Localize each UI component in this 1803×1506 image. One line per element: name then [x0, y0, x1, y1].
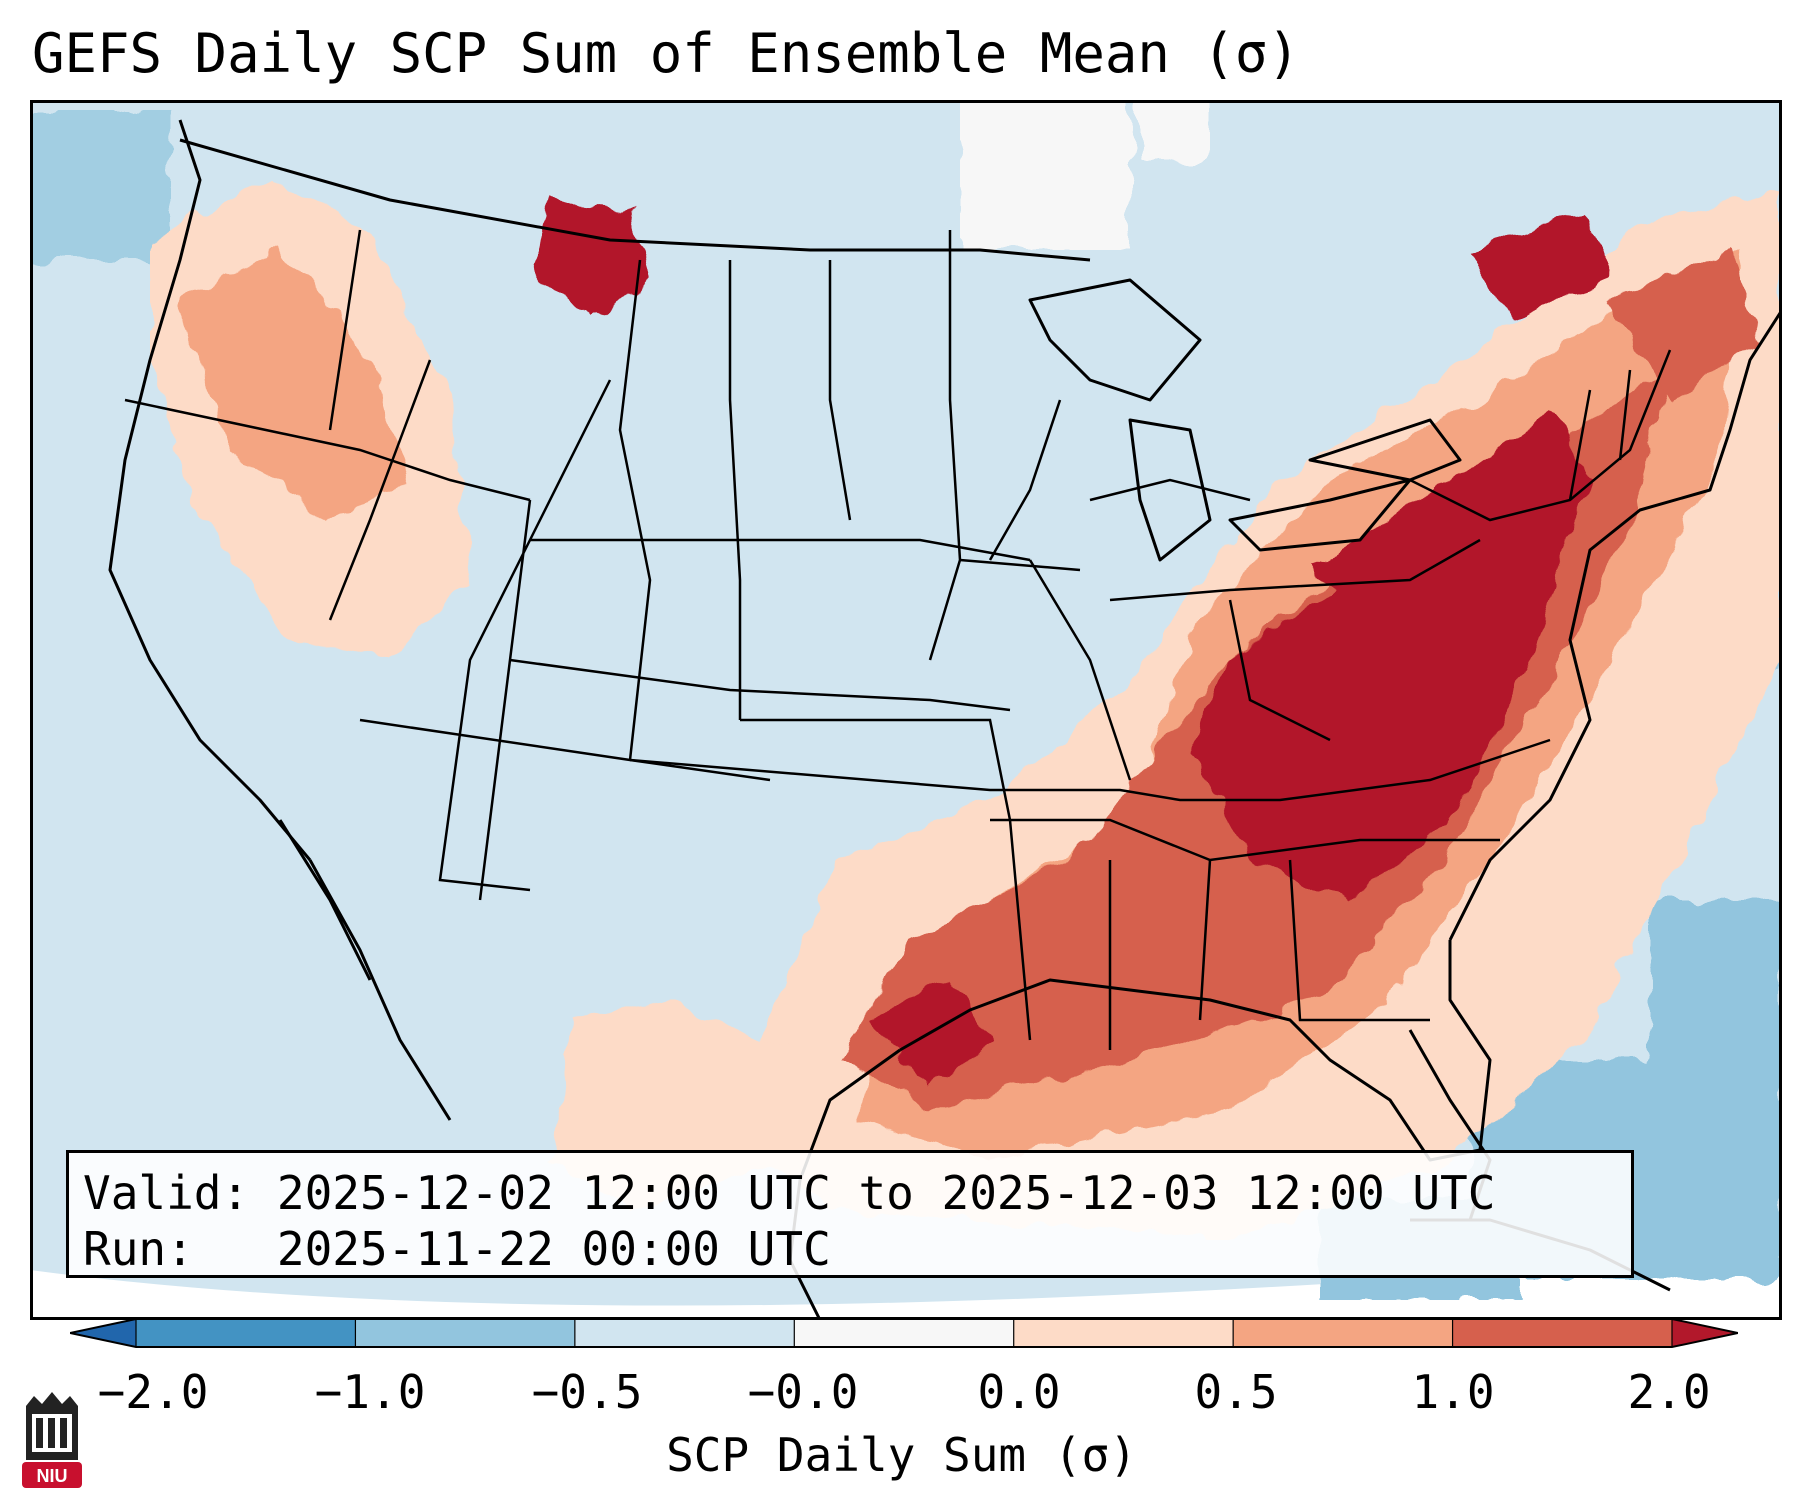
colorbar-tick-label: −0.5: [531, 1365, 643, 1419]
colorbar-tick-label: 1.0: [1411, 1365, 1495, 1419]
colorbar-tick-label: 0.0: [977, 1365, 1061, 1419]
colorbar-bin: [1452, 1319, 1673, 1347]
near-zero-area: [960, 100, 1210, 250]
colorbar-bin: [794, 1319, 1015, 1347]
run-label: Run:: [83, 1222, 250, 1276]
colorbar-bin: [355, 1319, 576, 1347]
great-lakes: [1028, 278, 1462, 562]
colorbar-tick-label: 2.0: [1627, 1365, 1711, 1419]
colorbar: [70, 1318, 1738, 1348]
positive-anomaly-areas: [150, 180, 1782, 1240]
colorbar-bin: [1013, 1319, 1234, 1347]
colorbar-tick-label: −2.0: [97, 1365, 209, 1419]
state-borders: [124, 229, 1672, 1050]
colorbar-tick-label: −1.0: [314, 1365, 426, 1419]
chart-title: GEFS Daily SCP Sum of Ensemble Mean (σ): [32, 22, 1300, 85]
west-coast: [108, 119, 312, 861]
colorbar-label: SCP Daily Sum (σ): [666, 1428, 1137, 1482]
colorbar-tick-label: −0.0: [747, 1365, 859, 1419]
colorbar-bin: [574, 1319, 795, 1347]
university-logo-icon: NIU: [22, 1392, 82, 1488]
baja-peninsula: [278, 819, 452, 1121]
valid-run-info-box: Valid: 2025-12-02 12:00 UTC to 2025-12-0…: [66, 1150, 1634, 1278]
colorbar-under-extension: [70, 1319, 136, 1347]
colorbar-tick-label: 0.5: [1194, 1365, 1278, 1419]
logo-text: NIU: [37, 1466, 68, 1486]
east-coast: [1448, 309, 1782, 941]
gulf-coast: [899, 940, 1492, 1162]
run-time: 2025-11-22 00:00 UTC: [276, 1222, 831, 1276]
valid-time-range: 2025-12-02 12:00 UTC to 2025-12-03 12:00…: [276, 1166, 1496, 1220]
canada-border: [179, 138, 1091, 262]
scp-map: [30, 100, 1782, 1320]
colorbar-over-extension: [1672, 1319, 1738, 1347]
colorbar-bin: [1233, 1319, 1454, 1347]
valid-label: Valid:: [83, 1166, 250, 1220]
colorbar-bin: [136, 1319, 356, 1347]
outside-domain: [30, 1250, 1782, 1320]
